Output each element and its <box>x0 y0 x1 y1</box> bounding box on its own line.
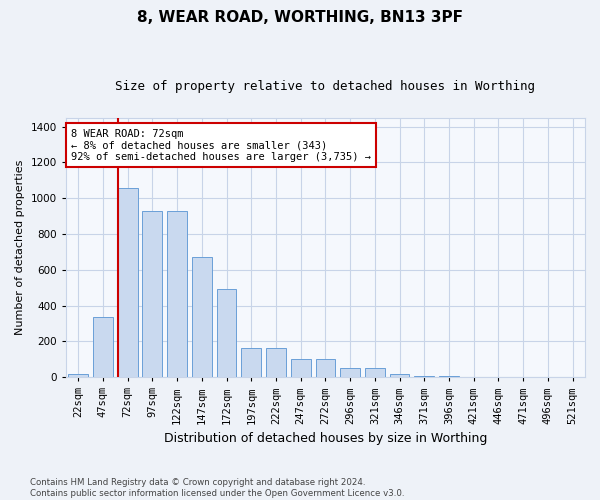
Bar <box>340 368 360 377</box>
Text: Contains HM Land Registry data © Crown copyright and database right 2024.
Contai: Contains HM Land Registry data © Crown c… <box>30 478 404 498</box>
Bar <box>415 376 434 377</box>
Bar <box>389 374 409 377</box>
Text: 8 WEAR ROAD: 72sqm
← 8% of detached houses are smaller (343)
92% of semi-detache: 8 WEAR ROAD: 72sqm ← 8% of detached hous… <box>71 128 371 162</box>
Bar <box>291 360 311 377</box>
Bar <box>118 188 137 377</box>
Text: 8, WEAR ROAD, WORTHING, BN13 3PF: 8, WEAR ROAD, WORTHING, BN13 3PF <box>137 10 463 25</box>
Bar <box>167 211 187 377</box>
Bar <box>316 360 335 377</box>
X-axis label: Distribution of detached houses by size in Worthing: Distribution of detached houses by size … <box>164 432 487 445</box>
Bar <box>241 348 261 377</box>
Y-axis label: Number of detached properties: Number of detached properties <box>15 160 25 335</box>
Title: Size of property relative to detached houses in Worthing: Size of property relative to detached ho… <box>115 80 535 93</box>
Bar <box>439 376 459 377</box>
Bar <box>266 348 286 377</box>
Bar <box>68 374 88 377</box>
Bar <box>93 317 113 377</box>
Bar <box>365 368 385 377</box>
Bar <box>217 288 236 377</box>
Bar <box>192 258 212 377</box>
Bar <box>142 211 162 377</box>
